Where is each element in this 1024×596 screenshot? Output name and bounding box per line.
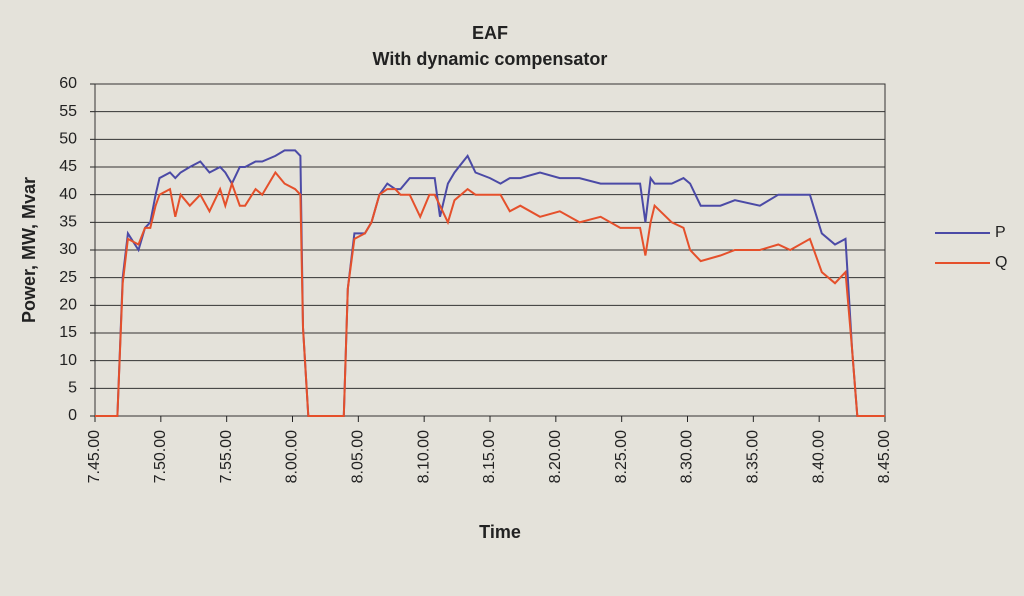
x-tick-label: 8.20.00 xyxy=(547,430,564,483)
x-tick-label: 8.15.00 xyxy=(481,430,498,483)
y-tick-label: 35 xyxy=(59,214,77,231)
legend-label: Q xyxy=(995,254,1007,271)
legend-label: P xyxy=(995,224,1006,241)
chart-subtitle: With dynamic compensator xyxy=(373,49,608,69)
x-tick-label: 8.30.00 xyxy=(679,430,696,483)
y-tick-label: 30 xyxy=(59,241,77,258)
y-tick-label: 55 xyxy=(59,103,77,120)
x-tick-label: 8.00.00 xyxy=(284,430,301,483)
x-tick-label: 8.25.00 xyxy=(613,430,630,483)
line-series xyxy=(95,149,885,417)
y-tick-label: 10 xyxy=(59,352,77,369)
x-axis-label: Time xyxy=(479,522,521,542)
y-tick-label: 20 xyxy=(59,297,77,314)
y-axis-label: Power, MW, Mvar xyxy=(19,177,39,323)
chart-title: EAF xyxy=(472,23,508,43)
line-series xyxy=(95,170,885,417)
x-tick-label: 8.10.00 xyxy=(415,430,432,483)
y-tick-label: 5 xyxy=(68,380,77,397)
x-tick-label: 8.35.00 xyxy=(745,430,762,483)
x-tick-label: 7.50.00 xyxy=(152,430,169,483)
y-tick-label: 25 xyxy=(59,269,77,286)
y-tick-label: 0 xyxy=(68,407,77,424)
x-tick-label: 7.55.00 xyxy=(218,430,235,483)
y-tick-label: 50 xyxy=(59,131,77,148)
y-tick-label: 60 xyxy=(59,75,77,92)
x-tick-label: 8.45.00 xyxy=(876,430,893,483)
y-tick-label: 45 xyxy=(59,158,77,175)
x-tick-label: 8.05.00 xyxy=(350,430,367,483)
y-tick-label: 40 xyxy=(59,186,77,203)
x-tick-label: 7.45.00 xyxy=(86,430,103,483)
x-tick-label: 8.40.00 xyxy=(810,430,827,483)
y-tick-label: 15 xyxy=(59,324,77,341)
